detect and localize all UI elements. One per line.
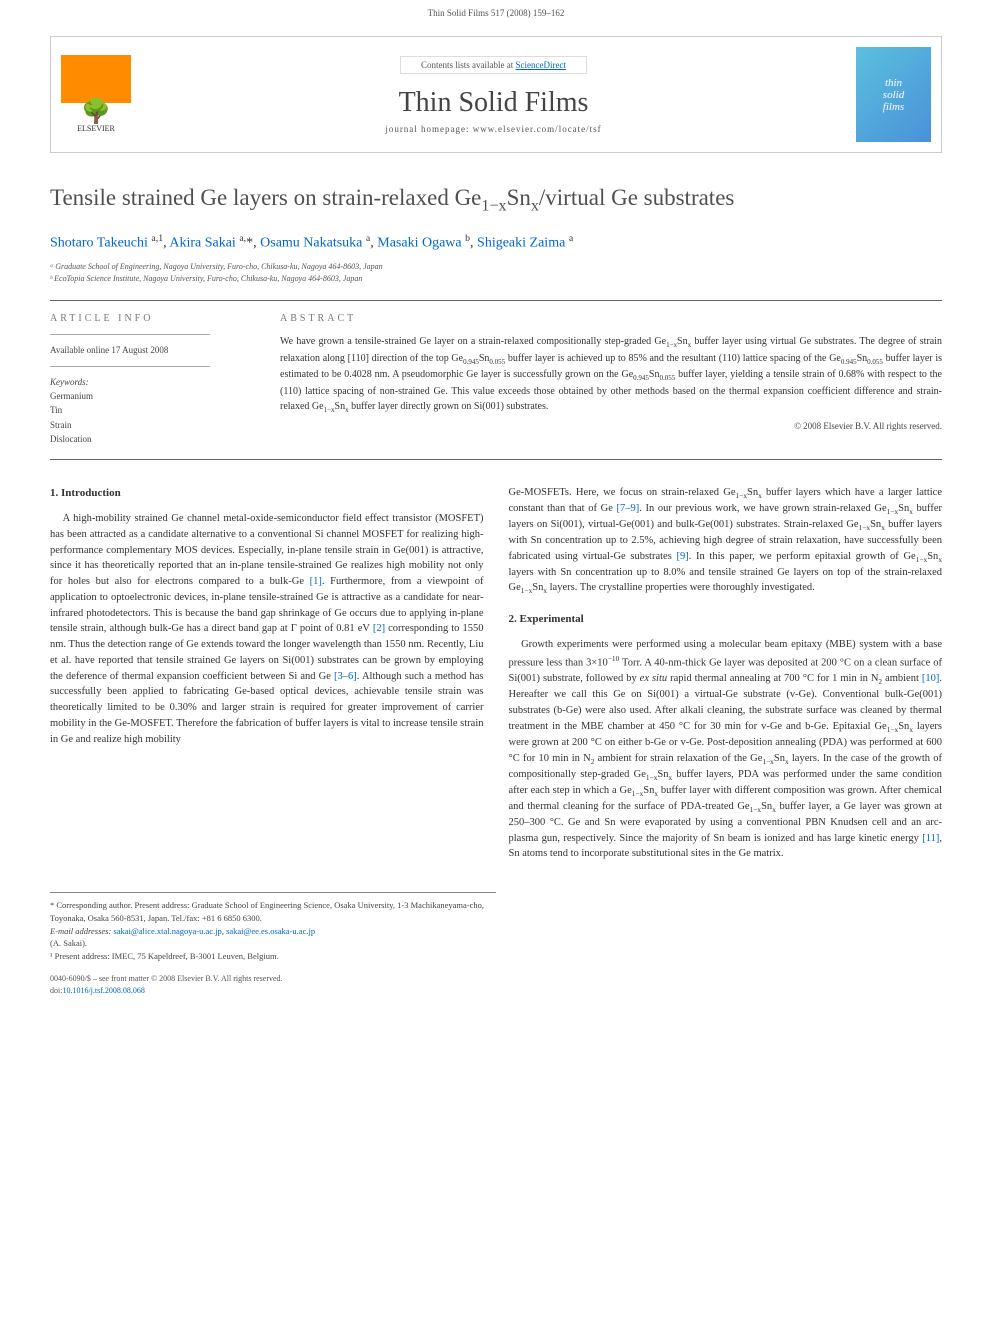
keyword: Tin bbox=[50, 403, 250, 417]
abstract-block: ABSTRACT We have grown a tensile-straine… bbox=[280, 313, 942, 446]
affiliation-b: ᵇ EcoTopia Science Institute, Nagoya Uni… bbox=[50, 273, 942, 285]
keyword: Strain bbox=[50, 418, 250, 432]
corresponding-author-note: * Corresponding author. Present address:… bbox=[50, 899, 496, 925]
tree-icon: 🌳 bbox=[81, 100, 111, 124]
info-abstract-row: ARTICLE INFO Available online 17 August … bbox=[50, 313, 942, 446]
banner-center: Contents lists available at ScienceDirec… bbox=[146, 55, 841, 134]
left-column: 1. Introduction A high-mobility strained… bbox=[50, 485, 484, 863]
doi-link[interactable]: 10.1016/j.tsf.2008.08.068 bbox=[62, 986, 144, 995]
cover-word: thin bbox=[885, 77, 902, 89]
abstract-copyright: © 2008 Elsevier B.V. All rights reserved… bbox=[280, 421, 942, 431]
abstract-label: ABSTRACT bbox=[280, 313, 942, 324]
email-label: E-mail addresses: bbox=[50, 926, 111, 936]
article-info-label: ARTICLE INFO bbox=[50, 313, 250, 324]
journal-homepage: journal homepage: www.elsevier.com/locat… bbox=[146, 124, 841, 134]
divider bbox=[50, 459, 942, 460]
experimental-paragraph: Growth experiments were performed using … bbox=[509, 637, 943, 862]
introduction-paragraph: A high-mobility strained Ge channel meta… bbox=[50, 511, 484, 747]
affiliations: ᵃ Graduate School of Engineering, Nagoya… bbox=[50, 261, 942, 285]
cover-word: solid bbox=[883, 89, 904, 101]
elsevier-logo: 🌳 ELSEVIER bbox=[61, 55, 131, 135]
email-line: E-mail addresses: sakai@alice.xtal.nagoy… bbox=[50, 925, 496, 938]
email-attribution: (A. Sakai). bbox=[50, 937, 496, 950]
available-online: Available online 17 August 2008 bbox=[50, 343, 250, 357]
elsevier-label: ELSEVIER bbox=[77, 124, 115, 133]
keyword: Dislocation bbox=[50, 432, 250, 446]
doi-label: doi: bbox=[50, 986, 62, 995]
journal-banner: 🌳 ELSEVIER Contents lists available at S… bbox=[50, 36, 942, 153]
info-divider bbox=[50, 334, 210, 335]
info-divider bbox=[50, 366, 210, 367]
body-columns: 1. Introduction A high-mobility strained… bbox=[50, 485, 942, 863]
email-link[interactable]: sakai@alice.xtal.nagoya-u.ac.jp bbox=[113, 926, 221, 936]
running-header: Thin Solid Films 517 (2008) 159–162 bbox=[0, 0, 992, 26]
sciencedirect-link[interactable]: ScienceDirect bbox=[516, 60, 566, 70]
front-matter-line: 0040-6090/$ – see front matter © 2008 El… bbox=[50, 973, 942, 985]
present-address-note: ¹ Present address: IMEC, 75 Kapeldreef, … bbox=[50, 950, 496, 963]
keywords-label: Keywords: bbox=[50, 375, 250, 389]
contents-prefix: Contents lists available at bbox=[421, 60, 515, 70]
article-title: Tensile strained Ge layers on strain-rel… bbox=[50, 183, 942, 218]
keyword: Germanium bbox=[50, 389, 250, 403]
right-column: Ge-MOSFETs. Here, we focus on strain-rel… bbox=[509, 485, 943, 863]
journal-cover-thumbnail: thin solid films bbox=[856, 47, 931, 142]
doi-line: doi:10.1016/j.tsf.2008.08.068 bbox=[50, 985, 942, 997]
contents-line: Contents lists available at ScienceDirec… bbox=[400, 56, 587, 74]
affiliation-a: ᵃ Graduate School of Engineering, Nagoya… bbox=[50, 261, 942, 273]
abstract-text: We have grown a tensile-strained Ge laye… bbox=[280, 334, 942, 415]
email-link[interactable]: sakai@ee.es.osaka-u.ac.jp bbox=[226, 926, 315, 936]
journal-name: Thin Solid Films bbox=[146, 87, 841, 119]
intro-continuation: Ge-MOSFETs. Here, we focus on strain-rel… bbox=[509, 485, 943, 597]
author-list: Shotaro Takeuchi a,1, Akira Sakai a,*, O… bbox=[50, 233, 942, 252]
divider bbox=[50, 300, 942, 301]
article-info-block: ARTICLE INFO Available online 17 August … bbox=[50, 313, 250, 446]
introduction-heading: 1. Introduction bbox=[50, 485, 484, 502]
footer-meta: 0040-6090/$ – see front matter © 2008 El… bbox=[50, 973, 942, 997]
cover-word: films bbox=[883, 101, 904, 113]
experimental-heading: 2. Experimental bbox=[509, 611, 943, 628]
footnotes: * Corresponding author. Present address:… bbox=[50, 892, 496, 963]
